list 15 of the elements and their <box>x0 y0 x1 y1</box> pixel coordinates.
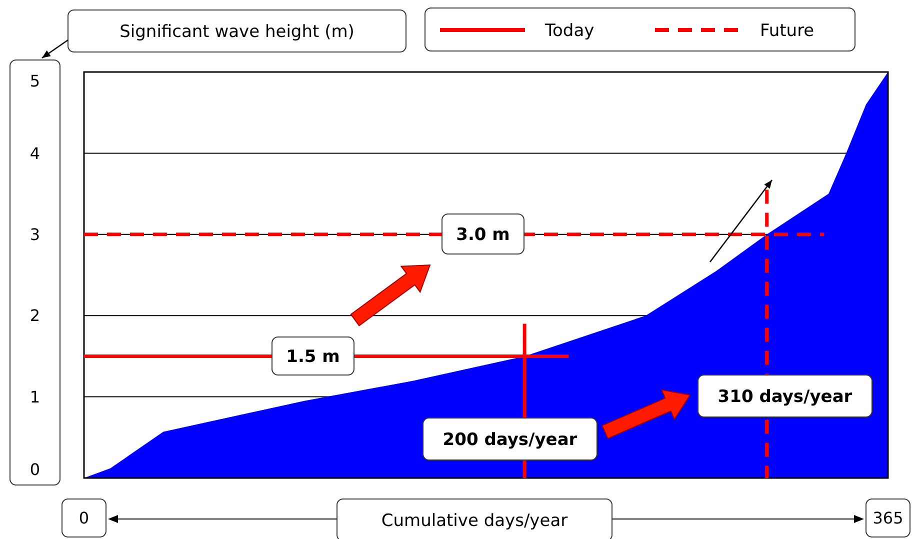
annotation: 3.0 m <box>456 224 510 245</box>
y-tick-label: 4 <box>30 144 40 163</box>
y-tick-label: 5 <box>30 71 40 90</box>
y-tick-label: 2 <box>30 306 40 326</box>
annotation: 200 days/year <box>442 430 578 450</box>
y-tick-label: 3 <box>30 225 40 244</box>
annotation: 1.5 m <box>286 346 340 367</box>
y-axis-title: Significant wave height (m) <box>120 22 354 42</box>
y-tick-label: 1 <box>30 387 40 406</box>
legend-label: Today <box>544 20 594 41</box>
x-axis-title: Cumulative days/year <box>381 510 568 531</box>
annotation: 310 days/year <box>718 386 853 407</box>
y-tick-label: 0 <box>30 460 40 479</box>
x-tick-label: 365 <box>872 508 904 528</box>
legend-label: Future <box>760 20 814 41</box>
